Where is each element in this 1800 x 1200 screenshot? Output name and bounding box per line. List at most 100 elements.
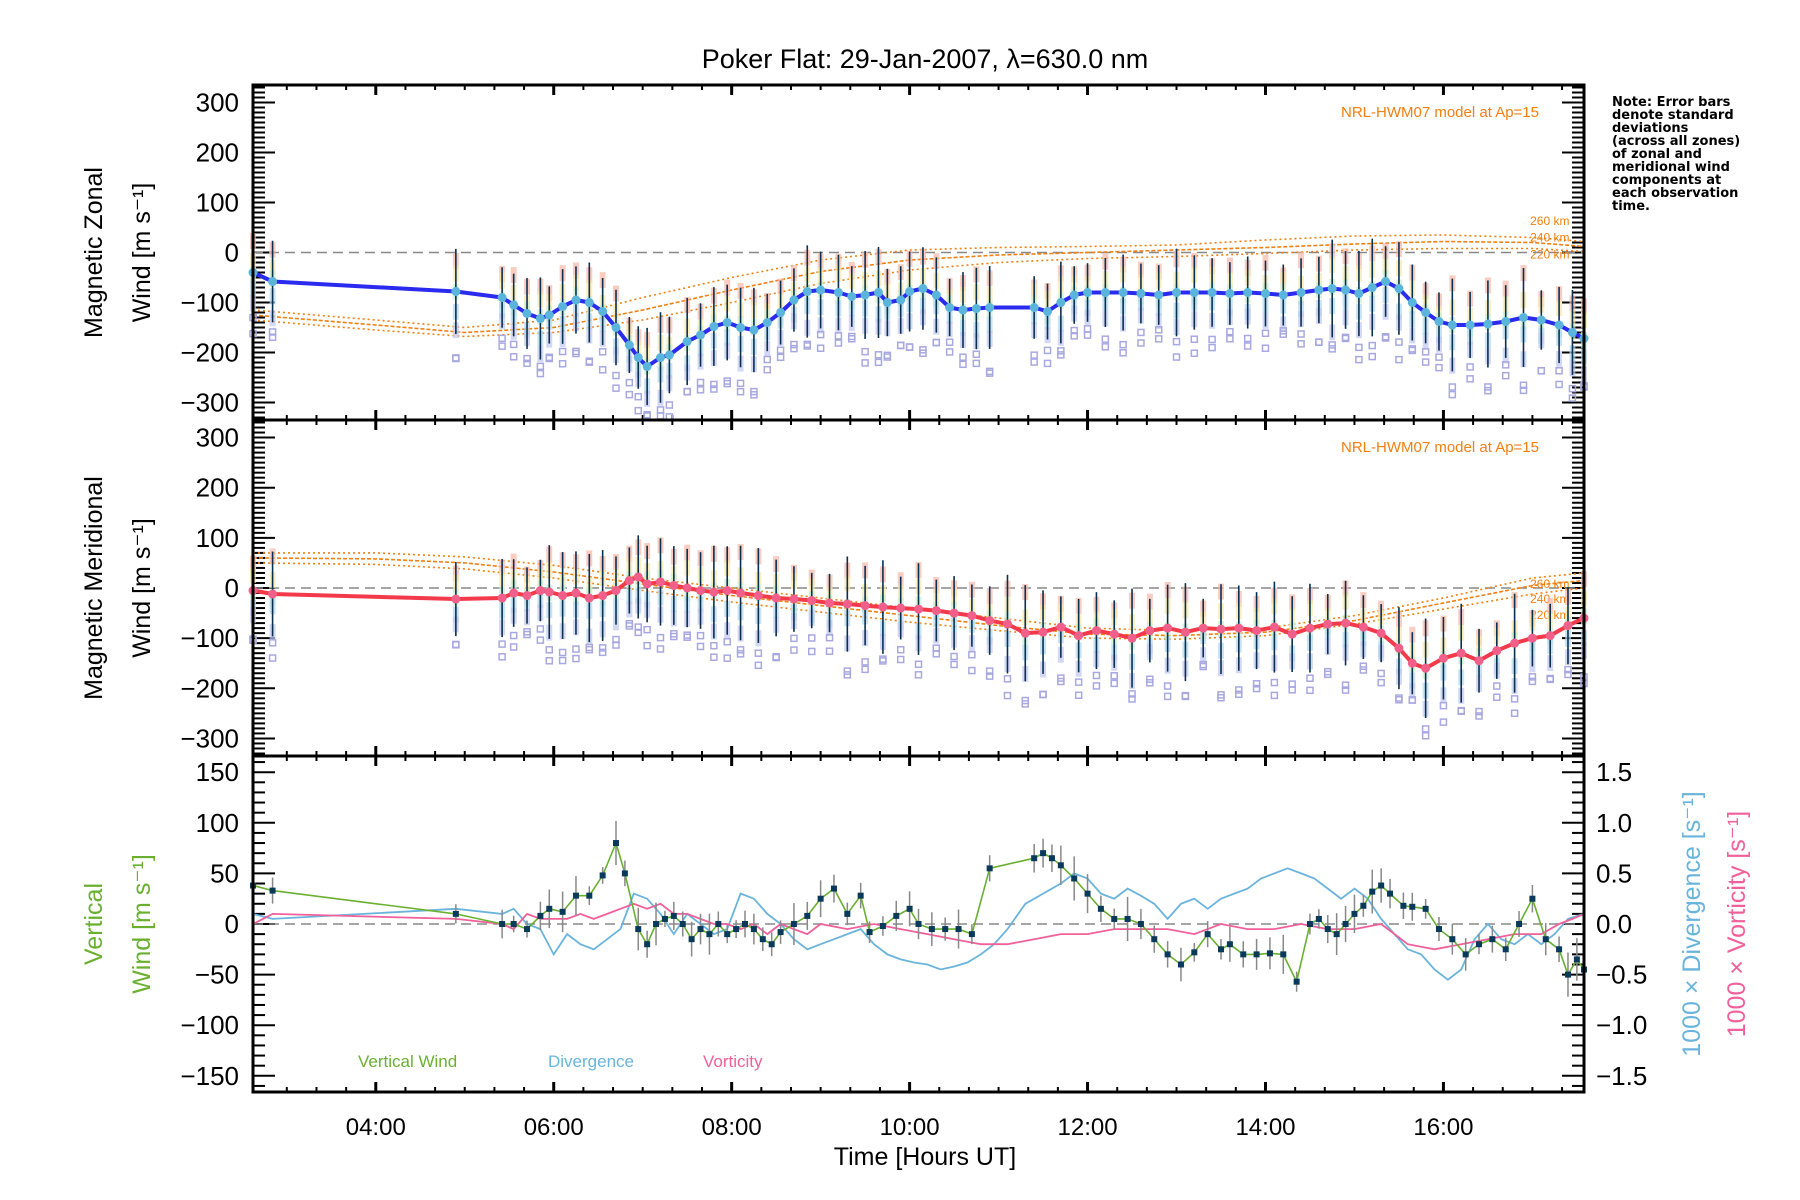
zone-outlier xyxy=(1288,686,1296,694)
zone-outlier xyxy=(1421,348,1430,356)
zone-outlier xyxy=(1484,383,1492,391)
zonal-wind-point xyxy=(1189,288,1199,297)
meridional-wind-point xyxy=(1074,631,1084,641)
x-tick-label: 12:00 xyxy=(1058,1114,1118,1141)
meridional-wind-point xyxy=(1407,658,1417,668)
vertical-wind-point xyxy=(1151,936,1158,943)
meridional-wind-point xyxy=(1180,627,1190,637)
zonal-wind-point xyxy=(736,323,746,332)
vertical-wind-point xyxy=(688,936,695,943)
zone-outlier xyxy=(1261,344,1270,352)
zonal-wind-point xyxy=(1083,288,1093,297)
zone-outlier xyxy=(498,334,506,343)
zone-outlier xyxy=(1421,732,1430,740)
zone-outlier xyxy=(825,647,834,655)
meridional-wind-point xyxy=(1341,618,1351,628)
y-tick-label: 300 xyxy=(196,88,239,118)
zone-outlier xyxy=(950,652,958,661)
vertical-wind-point xyxy=(1177,961,1184,968)
zone-outlier xyxy=(268,654,277,662)
zone-outlier xyxy=(498,342,506,350)
zone-outlier xyxy=(1328,341,1336,349)
zone-outlier xyxy=(776,346,785,354)
meridional-wind-point xyxy=(736,588,746,598)
zonal-wind-point xyxy=(1069,290,1079,300)
zone-outlier xyxy=(968,650,976,659)
meridional-wind-point xyxy=(949,608,959,618)
vertical-wind-point xyxy=(1516,921,1523,927)
y-label-line1: Magnetic Zonal xyxy=(80,167,108,338)
zonal-wind-point xyxy=(1296,288,1306,297)
vertical-wind-point xyxy=(559,908,566,915)
zone-outlier xyxy=(1501,361,1510,369)
x-tick-label: 04:00 xyxy=(346,1114,406,1141)
zone-outlier xyxy=(861,347,869,356)
zone-outlier xyxy=(1519,386,1528,395)
vertical-wind-point xyxy=(1191,949,1198,956)
zone-outlier xyxy=(634,392,642,401)
zone-outlier xyxy=(896,341,905,350)
vertical-wind-point xyxy=(1031,855,1038,862)
zone-outlier xyxy=(1243,342,1252,350)
zone-outlier xyxy=(1555,380,1563,389)
zone-outlier xyxy=(1448,390,1457,399)
vertical-wind-point xyxy=(1306,921,1313,927)
meridional-wind-point xyxy=(642,579,652,589)
vertical-wind-point xyxy=(546,905,553,912)
zone-outlier xyxy=(558,359,567,368)
zone-outlier xyxy=(558,347,567,356)
zone-outlier xyxy=(1359,662,1368,670)
zone-outlier xyxy=(683,631,691,639)
zone-outlier xyxy=(710,653,718,661)
zonal-wind-point xyxy=(931,290,941,300)
vertical-wind-point xyxy=(1071,875,1078,882)
zone-outlier xyxy=(750,387,758,396)
zone-outlier xyxy=(959,353,967,361)
zonal-wind-point xyxy=(1118,288,1128,297)
error-bar-note: Note: Error bars denote standard deviati… xyxy=(1612,95,1741,214)
zone-outlier xyxy=(1163,682,1172,690)
zone-outlier xyxy=(612,635,620,644)
meridional-wind-point xyxy=(825,598,835,608)
vertical-wind-point xyxy=(1542,936,1549,943)
zone-outlier xyxy=(790,634,798,643)
zonal-wind-point xyxy=(584,298,594,307)
zone-outlier xyxy=(945,348,954,356)
zonal-wind-point xyxy=(802,287,812,296)
zone-outlier xyxy=(696,386,705,394)
zone-outlier xyxy=(1030,351,1038,359)
zone-outlier xyxy=(1208,343,1216,352)
zonal-wind-point xyxy=(535,314,545,323)
zone-outlier xyxy=(874,351,883,359)
zone-outlier xyxy=(1270,678,1279,687)
zone-outlier xyxy=(1537,366,1546,375)
vertical-wind-point xyxy=(697,926,704,933)
zone-outlier xyxy=(772,653,780,661)
y-label-line1: Magnetic Meridional xyxy=(80,476,108,700)
zonal-wind-point xyxy=(1243,288,1253,297)
meridional-wind-point xyxy=(535,586,545,596)
zone-outlier xyxy=(1466,375,1474,383)
meridional-wind-point xyxy=(624,575,634,585)
zone-outlier xyxy=(656,412,665,420)
zonal-wind-point xyxy=(1314,285,1324,295)
zonal-wind-point xyxy=(544,310,554,320)
y-tick-label: 50 xyxy=(210,858,239,888)
zone-outlier xyxy=(696,631,705,640)
zone-outlier xyxy=(861,658,869,666)
zonal-wind-point xyxy=(958,305,968,315)
vertical-wind-point xyxy=(928,926,935,933)
zonal-wind-point xyxy=(1394,284,1404,293)
y-tick-label: 100 xyxy=(196,188,239,218)
zone-outlier xyxy=(1324,670,1332,679)
zonal-wind-point xyxy=(1434,317,1444,326)
meridional-wind-point xyxy=(696,586,706,596)
vertical-wind-point xyxy=(1387,890,1394,897)
model-level-label: 240 km xyxy=(1530,231,1569,245)
meridional-wind-point xyxy=(1056,622,1066,632)
zone-outlier xyxy=(1083,325,1092,333)
zonal-wind-point xyxy=(1421,308,1431,317)
y-tick-label: 0 xyxy=(225,573,239,603)
zonal-wind-point xyxy=(509,300,519,310)
